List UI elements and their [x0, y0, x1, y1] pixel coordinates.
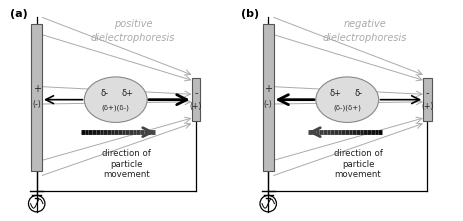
Text: positive: positive [114, 19, 152, 29]
Text: (+): (+) [190, 102, 202, 111]
Text: (-): (-) [32, 99, 41, 109]
Text: δ-: δ- [355, 89, 363, 98]
Bar [192, 78, 200, 121]
Text: dielectrophoresis: dielectrophoresis [91, 33, 175, 43]
Text: (a): (a) [10, 9, 27, 19]
Text: δ+: δ+ [121, 89, 133, 98]
Text: (δ+)(δ-): (δ+)(δ-) [102, 104, 130, 110]
Text: negative: negative [343, 19, 386, 29]
Ellipse shape [316, 77, 379, 122]
Text: (δ-)(δ+): (δ-)(δ+) [333, 104, 361, 110]
Bar [263, 24, 274, 171]
Text: (b): (b) [241, 9, 259, 19]
Text: +: + [33, 84, 41, 94]
Text: δ-: δ- [100, 89, 108, 98]
Text: (+): (+) [421, 102, 433, 111]
Ellipse shape [84, 77, 147, 122]
Bar [31, 24, 42, 171]
Text: direction of
particle
movement: direction of particle movement [102, 149, 151, 179]
Text: -: - [194, 88, 198, 98]
Bar [423, 78, 432, 121]
Text: δ+: δ+ [330, 89, 342, 98]
Text: direction of
particle
movement: direction of particle movement [334, 149, 382, 179]
Text: -: - [425, 88, 429, 98]
Text: (-): (-) [264, 99, 273, 109]
Text: dielectrophoresis: dielectrophoresis [322, 33, 407, 43]
Text: +: + [264, 84, 272, 94]
